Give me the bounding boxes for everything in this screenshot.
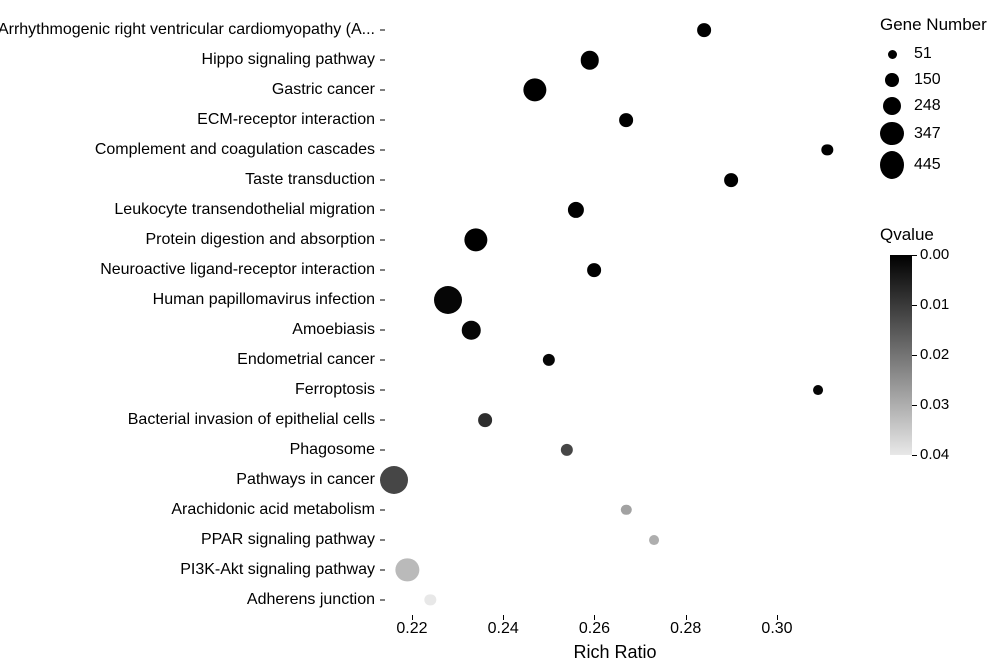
x-tick-label: 0.28 [670, 620, 701, 638]
size-legend-title: Gene Number [880, 15, 987, 35]
size-legend: Gene Number 51 150 248 347 445 [880, 15, 987, 182]
y-category-label: Protein digestion and absorption [146, 231, 376, 249]
size-legend-dot [888, 50, 897, 59]
y-category-label: Hippo signaling pathway [202, 51, 375, 69]
y-tick [380, 120, 385, 121]
colorbar-tick [912, 455, 917, 456]
y-category-label: Arrhythmogenic right ventricular cardiom… [0, 21, 375, 39]
y-category-label: Adherens junction [247, 591, 375, 609]
y-tick [380, 150, 385, 151]
y-tick [380, 30, 385, 31]
y-tick [380, 540, 385, 541]
colorbar-tick [912, 355, 917, 356]
size-legend-label: 51 [914, 45, 932, 63]
data-point [478, 413, 492, 427]
y-tick [380, 300, 385, 301]
y-category-label: Arachidonic acid metabolism [171, 501, 375, 519]
color-legend-title: Qvalue [880, 225, 934, 245]
y-category-label: Neuroactive ligand-receptor interaction [100, 261, 375, 279]
y-category-label: Endometrial cancer [237, 351, 375, 369]
y-tick [380, 90, 385, 91]
x-axis-title: Rich Ratio [573, 642, 656, 663]
y-tick [380, 270, 385, 271]
data-point [462, 321, 481, 340]
x-tick [777, 615, 778, 620]
size-legend-dot [885, 73, 899, 87]
x-tick [594, 615, 595, 620]
y-category-label: Leukocyte transendothelial migration [114, 201, 375, 219]
x-tick-label: 0.26 [579, 620, 610, 638]
size-legend-label: 150 [914, 71, 941, 89]
data-point [649, 535, 659, 545]
data-point [434, 286, 462, 314]
y-category-label: Phagosome [290, 441, 375, 459]
x-tick-label: 0.22 [396, 620, 427, 638]
y-tick [380, 450, 385, 451]
y-category-label: PI3K-Akt signaling pathway [180, 561, 375, 579]
size-legend-dot [880, 151, 904, 179]
size-legend-label: 347 [914, 125, 941, 143]
y-tick [380, 180, 385, 181]
colorbar-label: 0.02 [920, 346, 949, 363]
y-tick [380, 240, 385, 241]
x-tick [503, 615, 504, 620]
y-category-label: PPAR signaling pathway [201, 531, 375, 549]
y-tick [380, 330, 385, 331]
x-tick-label: 0.24 [488, 620, 519, 638]
y-tick [380, 60, 385, 61]
bubble-chart: Arrhythmogenic right ventricular cardiom… [0, 0, 1000, 668]
size-legend-label: 248 [914, 97, 941, 115]
y-tick [380, 420, 385, 421]
data-point [620, 113, 634, 127]
y-category-label: Pathways in cancer [236, 471, 375, 489]
y-category-label: Amoebiasis [292, 321, 375, 339]
size-legend-item: 445 [880, 148, 987, 182]
data-point [697, 23, 711, 37]
size-legend-label: 445 [914, 156, 941, 174]
y-category-label: Gastric cancer [272, 81, 375, 99]
y-category-label: Bacterial invasion of epithelial cells [128, 411, 375, 429]
size-legend-dot [883, 97, 902, 116]
data-point [380, 466, 408, 494]
y-tick [380, 570, 385, 571]
y-tick [380, 510, 385, 511]
y-category-label: Ferroptosis [295, 381, 375, 399]
x-tick [412, 615, 413, 620]
colorbar-label: 0.03 [920, 396, 949, 413]
colorbar-tick [912, 305, 917, 306]
y-tick [380, 210, 385, 211]
data-point [588, 263, 602, 277]
y-tick [380, 600, 385, 601]
size-legend-dot [880, 122, 903, 145]
data-point [724, 173, 738, 187]
x-tick-label: 0.30 [761, 620, 792, 638]
size-legend-item: 248 [880, 93, 987, 119]
colorbar-label: 0.04 [920, 446, 949, 463]
size-legend-item: 150 [880, 67, 987, 93]
x-tick [686, 615, 687, 620]
y-tick [380, 360, 385, 361]
colorbar-tick [912, 405, 917, 406]
size-legend-item: 51 [880, 41, 987, 67]
colorbar [890, 255, 912, 455]
colorbar-label: 0.01 [920, 296, 949, 313]
colorbar-label: 0.00 [920, 246, 949, 263]
data-point [581, 51, 600, 70]
y-tick [380, 390, 385, 391]
size-legend-item: 347 [880, 119, 987, 148]
y-category-label: ECM-receptor interaction [197, 111, 375, 129]
y-category-label: Taste transduction [245, 171, 375, 189]
colorbar-tick [912, 255, 917, 256]
data-point [813, 385, 823, 395]
y-category-label: Complement and coagulation cascades [95, 141, 375, 159]
plot-area [380, 15, 850, 615]
y-category-label: Human papillomavirus infection [153, 291, 375, 309]
